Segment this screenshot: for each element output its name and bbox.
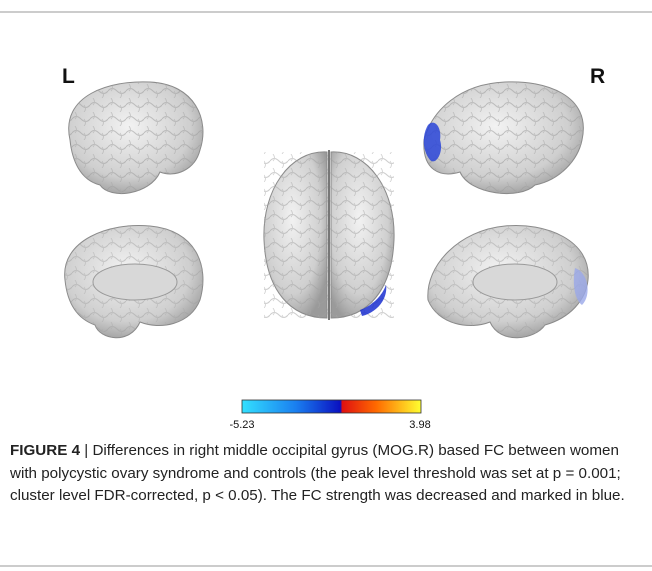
- brain-top: [264, 150, 394, 320]
- caption: FIGURE 4 | Differences in right middle o…: [10, 440, 642, 508]
- caption-label: FIGURE 4: [10, 442, 80, 459]
- colorbar-max: 3.98: [409, 419, 430, 431]
- side-label: L: [62, 65, 75, 88]
- brain-right-medial: [428, 225, 588, 337]
- caption-separator: |: [84, 442, 88, 459]
- caption-text: Differences in right middle occipital gy…: [10, 442, 625, 504]
- colorbar: [242, 400, 421, 413]
- page: L R -5.23 3.98 FIGURE 4 | Differences in…: [0, 0, 652, 571]
- brain-left-medial: [65, 225, 203, 337]
- brain-right-lateral: [424, 82, 584, 194]
- colorbar-min: -5.23: [229, 419, 254, 431]
- brain-left-lateral: [69, 82, 203, 194]
- side-label: R: [590, 65, 605, 88]
